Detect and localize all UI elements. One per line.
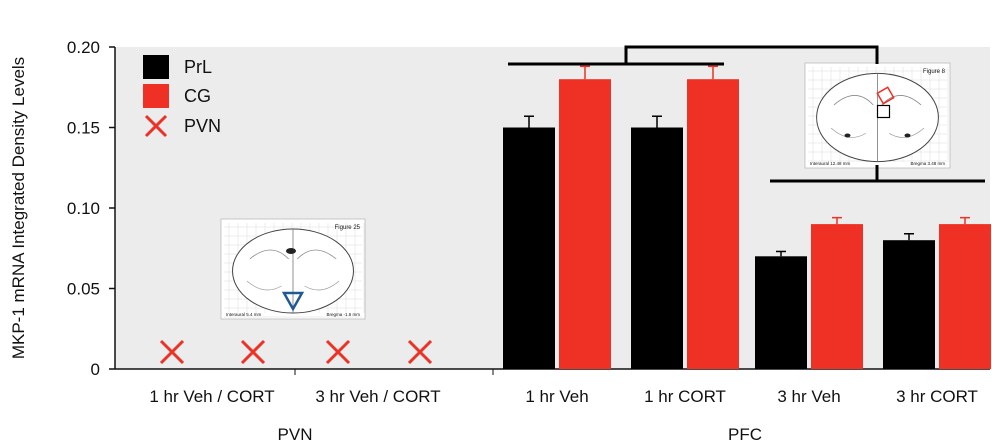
x-tick-label: 3 hr Veh	[777, 387, 840, 406]
prl-region-marker	[876, 104, 891, 119]
legend-entry-pvn: PVN	[144, 114, 221, 138]
x-tick-label: 3 hr CORT	[896, 387, 978, 406]
legend-swatch	[143, 55, 169, 79]
x-tick-label: 3 hr Veh / CORT	[315, 387, 440, 406]
group-label: PFC	[728, 425, 762, 444]
significance-brackets	[508, 45, 985, 183]
cg-region-marker	[876, 86, 895, 105]
bar-prl	[503, 127, 555, 369]
legend-swatch	[143, 84, 169, 108]
pfc-brain-atlas: Figure 8 Interaural 12.48 mm Bregma 3.48 m…	[804, 62, 951, 169]
bar-cg	[939, 224, 991, 369]
bar-cg	[811, 224, 863, 369]
inset-bregma-label: Bregma -1.6 mm	[326, 312, 360, 317]
brain-structure	[304, 280, 340, 291]
brain-structure-dot	[844, 133, 851, 138]
x-tick-label: 1 hr CORT	[644, 387, 726, 406]
pvn-brain-atlas: Figure 25 Interaural 5.4 mm Bregma -1.6 mm	[220, 218, 366, 320]
legend-label: CG	[184, 86, 211, 106]
y-tick-label: 0.10	[67, 199, 100, 218]
y-tick-label: 0	[91, 360, 100, 379]
pvn-marker	[407, 339, 433, 365]
inset-figure-label: Figure 25	[335, 225, 361, 231]
y-tick-label: 0.15	[67, 119, 100, 138]
pvn-marker	[159, 339, 185, 365]
x-tick-label: 1 hr Veh / CORT	[149, 387, 274, 406]
pvn-marker	[240, 339, 266, 365]
inset-images: Figure 25 Interaural 5.4 mm Bregma -1.6 mm…	[220, 62, 951, 320]
inset-bregma-label: Bregma 3.48 mm	[910, 161, 945, 166]
y-tick-label: 0.20	[67, 38, 100, 57]
pvn-marker-stroke	[407, 339, 433, 365]
pvn-marker-stroke	[325, 339, 351, 365]
pvn-markers	[159, 339, 433, 365]
pvn-region-marker	[281, 291, 305, 312]
brain-structure	[249, 249, 289, 260]
inset-figure-label: Figure 8	[923, 69, 946, 75]
bar-prl	[755, 256, 807, 369]
pvn-marker	[325, 339, 351, 365]
brain-structure	[246, 280, 282, 291]
group-label: PVN	[278, 425, 313, 444]
brain-structure	[297, 249, 337, 260]
y-axis-title: MKP-1 mRNA Integrated Density Levels	[9, 57, 28, 359]
brain-structure-dot	[904, 133, 911, 138]
bar-cg	[687, 79, 739, 369]
legend-entry-cg: CG	[143, 84, 211, 108]
bars	[503, 65, 991, 369]
legend: PrL CG PVN	[143, 55, 221, 138]
legend-label: PrL	[184, 57, 212, 77]
y-tick-label: 0.05	[67, 280, 100, 299]
pvn-marker-stroke	[159, 339, 185, 365]
bar-prl	[631, 127, 683, 369]
inset-interaural-label: Interaural 5.4 mm	[226, 312, 262, 317]
inset-interaural-label: Interaural 12.48 mm	[810, 161, 851, 166]
x-tick-label: 1 hr Veh	[525, 387, 588, 406]
brain-structure	[833, 95, 874, 106]
legend-entry-prl: PrL	[143, 55, 212, 79]
bar-cg	[559, 79, 611, 369]
brain-ventricle	[286, 248, 296, 254]
legend-x-marker	[144, 114, 168, 138]
bar-prl	[883, 240, 935, 369]
pvn-marker-stroke	[240, 339, 266, 365]
bracket-top	[624, 45, 879, 64]
legend-label: PVN	[184, 116, 221, 136]
